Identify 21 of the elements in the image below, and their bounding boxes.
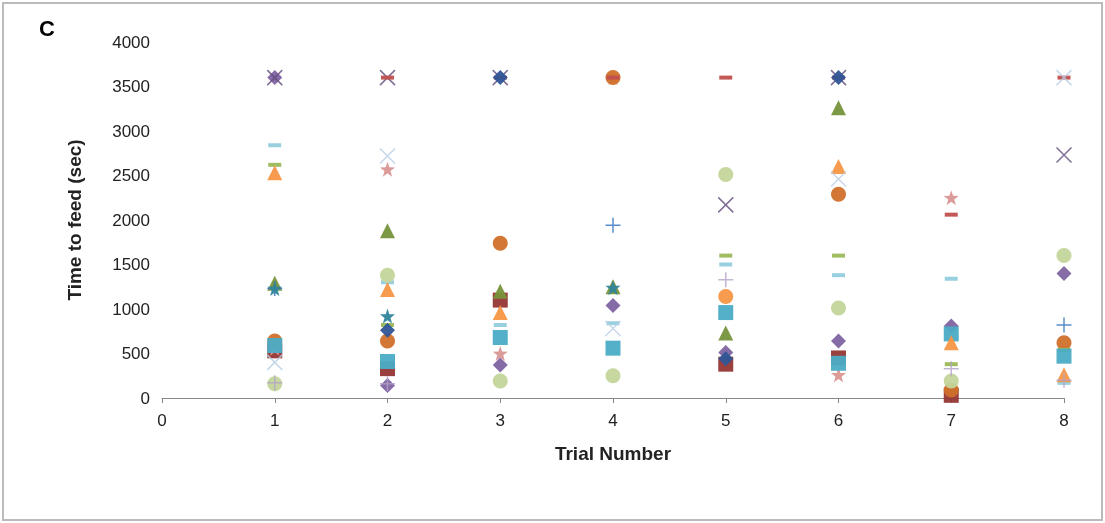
y-tick-label: 3500 (112, 77, 150, 96)
y-tick-label: 2000 (112, 210, 150, 230)
y-tick-label: 1000 (112, 299, 150, 319)
y-tick-label: 4000 (112, 32, 150, 52)
x-tick-label: 8 (1059, 411, 1069, 430)
y-tick-label: 3000 (112, 121, 150, 141)
x-tick-label: 3 (495, 411, 505, 430)
x-tick-label: 4 (608, 411, 618, 430)
x-tick-label: 0 (157, 411, 167, 430)
x-tick-label: 6 (833, 411, 844, 430)
x-tick-label: 1 (270, 411, 280, 430)
chart-title: C (39, 15, 55, 41)
y-axis-title: Time to feed (sec) (64, 139, 85, 301)
x-tick-label: 7 (946, 411, 956, 430)
y-tick-label: 0 (140, 388, 150, 408)
y-tick-label: 2500 (112, 166, 150, 185)
y-tick-label: 500 (121, 344, 150, 363)
x-axis-title: Trial Number (554, 443, 672, 464)
x-tick-label: 5 (721, 411, 731, 430)
y-tick-label: 1500 (112, 255, 150, 274)
x-tick-label: 2 (382, 411, 393, 430)
